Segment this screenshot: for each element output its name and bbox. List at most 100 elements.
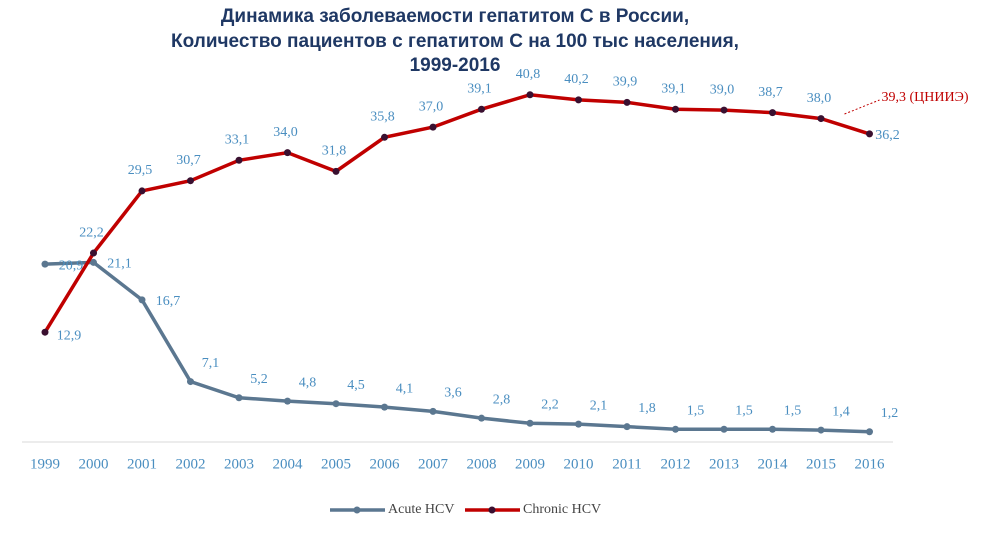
annotation: 39,3 (ЦНИИЭ)	[882, 90, 969, 105]
data-label: 40,2	[564, 72, 589, 87]
data-point	[138, 187, 146, 195]
data-point	[235, 156, 243, 164]
data-point	[41, 328, 49, 336]
data-label: 12,9	[57, 328, 82, 343]
data-point	[769, 109, 776, 117]
legend-label: Acute HCV	[388, 502, 455, 517]
data-point	[429, 123, 437, 131]
data-point	[235, 394, 243, 402]
data-label: 40,8	[516, 67, 541, 82]
data-point	[623, 98, 631, 106]
data-point	[769, 425, 776, 433]
data-label: 35,8	[370, 110, 395, 125]
x-tick-label: 2011	[612, 456, 641, 472]
data-label: 2,1	[590, 398, 608, 413]
x-tick-label: 2015	[806, 456, 836, 472]
data-point	[575, 96, 582, 104]
data-point	[332, 167, 340, 175]
x-tick-label: 2000	[79, 456, 109, 472]
data-point	[817, 115, 825, 123]
data-point	[866, 428, 873, 436]
data-label: 7,1	[202, 356, 220, 371]
data-point	[623, 423, 631, 431]
data-point	[187, 378, 194, 386]
x-tick-label: 2007	[418, 456, 449, 472]
data-label: 21,1	[107, 257, 132, 272]
data-label: 29,5	[128, 163, 153, 178]
legend-marker	[353, 506, 361, 514]
x-tick-label: 2002	[176, 456, 206, 472]
data-label: 4,1	[396, 381, 414, 396]
data-label: 1,2	[881, 406, 899, 421]
data-point	[284, 397, 291, 405]
x-tick-label: 2016	[855, 456, 886, 472]
data-point	[526, 91, 534, 99]
series-line	[44, 260, 870, 434]
data-point	[332, 400, 340, 408]
x-tick-label: 2008	[467, 456, 497, 472]
data-label: 33,1	[225, 133, 250, 148]
data-label: 16,7	[156, 294, 181, 309]
x-tick-label: 2009	[515, 456, 545, 472]
data-label: 39,1	[661, 81, 686, 96]
data-label: 38,7	[758, 85, 783, 100]
data-point	[429, 407, 437, 415]
x-tick-label: 2005	[321, 456, 351, 472]
data-label: 39,9	[613, 75, 638, 90]
series-line	[43, 92, 871, 334]
x-tick-label: 2001	[127, 456, 157, 472]
data-label: 1,5	[735, 403, 753, 418]
legend-label: Chronic HCV	[523, 502, 601, 517]
data-point	[672, 425, 679, 433]
data-label: 34,0	[273, 125, 298, 140]
data-point	[720, 106, 728, 114]
data-point	[90, 249, 97, 257]
data-point	[866, 130, 873, 138]
data-point	[817, 426, 825, 434]
data-point	[381, 133, 388, 141]
data-label: 5,2	[250, 372, 268, 387]
data-label: 39,1	[467, 81, 492, 96]
data-point	[672, 105, 679, 113]
data-label: 20,9	[59, 258, 84, 273]
annotation-leader	[844, 99, 880, 115]
data-label: 2,8	[493, 392, 511, 407]
data-label: 4,5	[347, 378, 365, 393]
chart-title: Динамика заболеваемости гепатитом С в Ро…	[221, 6, 689, 27]
data-label: 1,8	[638, 401, 656, 416]
data-label: 1,5	[687, 403, 705, 418]
data-point	[187, 177, 194, 185]
data-point	[478, 414, 485, 422]
data-label: 3,6	[444, 386, 462, 401]
data-point	[138, 296, 146, 304]
x-tick-label: 2014	[758, 456, 789, 472]
data-point	[41, 260, 49, 268]
chart-title: 1999-2016	[410, 55, 501, 76]
x-tick-label: 2003	[224, 456, 254, 472]
data-point	[526, 419, 534, 427]
chart-title: Количество пациентов с гепатитом С на 10…	[171, 31, 739, 52]
x-tick-label: 1999	[30, 456, 60, 472]
data-label: 37,0	[419, 99, 444, 114]
x-tick-label: 2004	[273, 456, 304, 472]
x-tick-label: 2012	[661, 456, 691, 472]
data-label: 36,2	[875, 128, 900, 143]
data-point	[720, 425, 728, 433]
data-point	[284, 149, 291, 157]
data-point	[478, 105, 485, 113]
data-label: 30,7	[176, 153, 201, 168]
x-tick-label: 2013	[709, 456, 739, 472]
data-point	[381, 403, 388, 411]
data-label: 22,2	[79, 225, 104, 240]
x-tick-label: 2006	[370, 456, 401, 472]
data-point	[575, 420, 582, 428]
data-label: 31,8	[322, 144, 347, 159]
data-label: 4,8	[299, 375, 317, 390]
data-point	[90, 258, 97, 266]
data-label: 1,4	[832, 404, 850, 419]
data-label: 2,2	[541, 397, 559, 412]
x-tick-label: 2010	[564, 456, 594, 472]
data-label: 38,0	[807, 91, 832, 106]
data-label: 1,5	[784, 403, 802, 418]
